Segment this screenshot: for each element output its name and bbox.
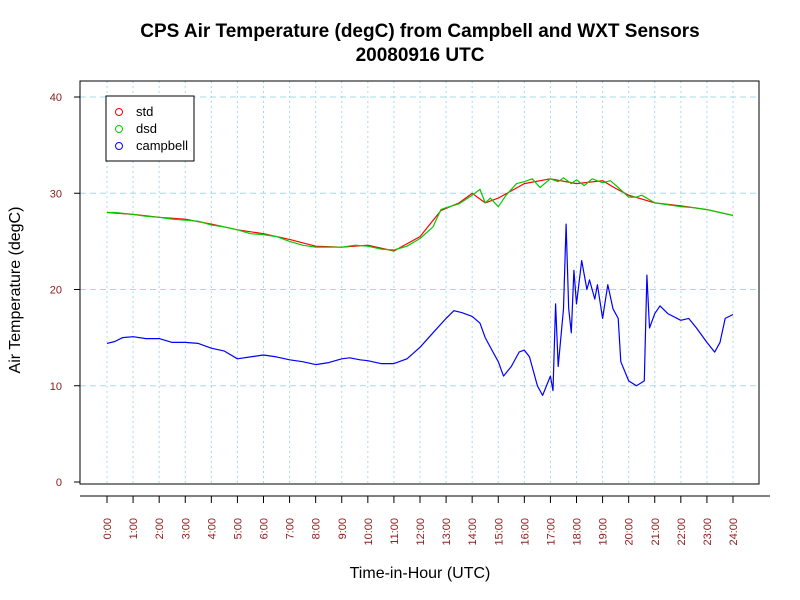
legend-marker-campbell [115,142,123,150]
grid [80,81,759,484]
plot-frame [79,80,760,485]
x-tick-label: 23:00 [702,518,714,546]
x-tick-label: 18:00 [572,518,584,546]
series-line-std [106,178,734,252]
legend-marker-std [115,108,123,116]
y-tick-label: 30 [50,188,62,200]
y-tick-label: 10 [50,381,62,393]
plot-series [106,177,734,396]
legend: std dsd campbell [105,95,195,162]
y-axis-label: Air Temperature (degC) [7,207,24,374]
y-axis: 0 10 20 30 40 [50,92,80,489]
x-tick-label: 13:00 [441,518,453,546]
legend-label-dsd: dsd [136,121,157,136]
legend-box [105,95,195,162]
x-tick-label: 2:00 [154,518,166,539]
x-tick-label: 0:00 [102,518,114,539]
legend-label-campbell: campbell [136,138,188,153]
y-tick-label: 40 [50,92,62,104]
x-tick-label: 3:00 [180,518,192,539]
legend-marker-dsd [115,125,123,133]
series-line-dsd [107,177,734,251]
x-tick-label: 21:00 [650,518,662,546]
x-tick-label: 1:00 [128,518,140,539]
x-tick-label: 17:00 [545,518,557,546]
series-line-campbell [106,223,734,396]
x-tick-label: 5:00 [232,518,244,539]
x-tick-label: 7:00 [285,518,297,539]
x-axis-label: Time-in-Hour (UTC) [350,565,491,582]
x-tick-label: 8:00 [311,518,323,539]
x-axis: 0:00 1:00 2:00 3:00 4:00 5:00 6:00 7:00 8:00 9:00… [80,495,770,546]
x-tick-label: 11:00 [389,518,401,545]
x-tick-label: 12:00 [415,518,427,546]
x-tick-label: 4:00 [206,518,218,539]
x-tick-label: 15:00 [493,518,505,546]
chart-title: CPS Air Temperature (degC) from Campbell… [140,21,700,42]
x-tick-label: 6:00 [259,518,271,539]
x-tick-label: 16:00 [519,518,531,546]
x-tick-label: 9:00 [337,518,349,539]
y-tick-label: 0 [56,477,62,489]
chart-subtitle: 20080916 UTC [356,45,485,66]
x-tick-label: 22:00 [676,518,688,546]
x-tick-label: 20:00 [624,518,636,546]
y-tick-label: 20 [50,285,62,297]
legend-label-std: std [136,104,153,119]
x-tick-label: 14:00 [467,518,479,546]
x-tick-label: 10:00 [363,518,375,546]
x-tick-label: 19:00 [598,518,610,546]
x-tick-label: 24:00 [728,518,740,546]
